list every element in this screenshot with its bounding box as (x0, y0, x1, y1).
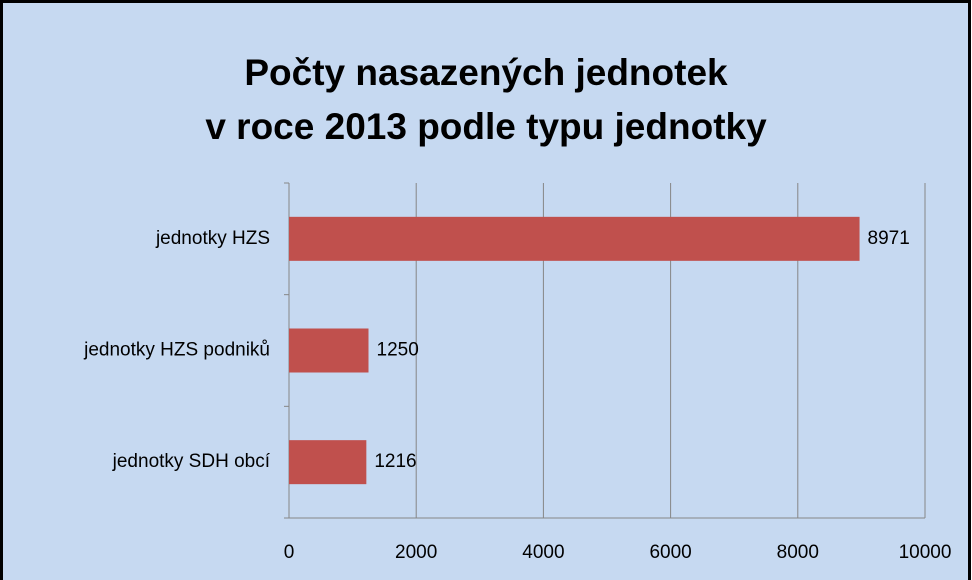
y-tick-label: jednotky HZS (155, 228, 270, 249)
x-tick-label: 6000 (649, 542, 691, 563)
bar (289, 216, 860, 261)
chart-title: Počty nasazených jednotek (244, 52, 728, 93)
x-tick-label: 10000 (899, 542, 952, 563)
x-tick-label: 8000 (777, 542, 819, 563)
x-tick-label: 4000 (522, 542, 564, 563)
x-tick-label: 0 (284, 542, 295, 563)
bar (289, 440, 367, 485)
y-tick-label: jednotky SDH obcí (112, 451, 271, 472)
y-tick-label: jednotky HZS podniků (83, 340, 270, 361)
x-tick-label: 2000 (395, 542, 437, 563)
bar (289, 328, 369, 373)
chart-title: v roce 2013 podle typu jednotky (205, 106, 767, 147)
data-label: 1216 (374, 451, 416, 472)
data-label: 1250 (377, 340, 419, 361)
data-label: 8971 (868, 228, 910, 249)
